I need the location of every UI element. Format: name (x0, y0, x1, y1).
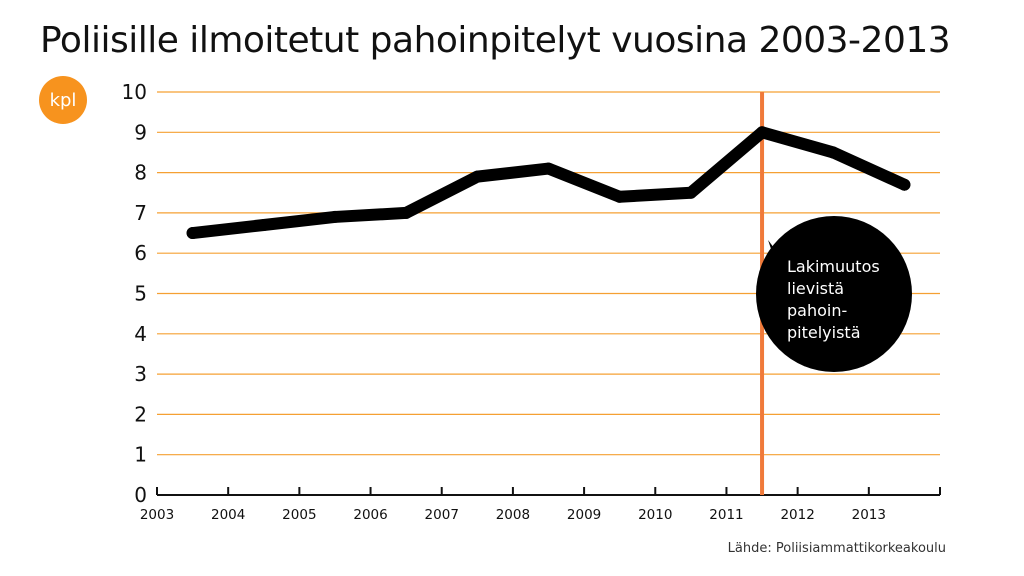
x-axis-tick-labels: 2003 2004 2005 2006 2007 2008 2009 2010 2011 2012… (140, 507, 886, 523)
chart-title: Poliisille ilmoitetut pahoinpitelyt vuos… (40, 20, 951, 61)
y-tick-label: 1 (134, 443, 147, 467)
data-point (542, 162, 555, 175)
data-point (756, 126, 769, 139)
y-tick-label: 6 (134, 241, 147, 265)
x-tick-label: 2005 (282, 507, 316, 523)
data-point (898, 178, 911, 191)
x-tick-label: 2007 (425, 507, 459, 523)
series-line (186, 126, 911, 240)
unit-badge-label: kpl (50, 90, 77, 111)
data-point (186, 227, 199, 240)
y-tick-label: 4 (134, 322, 147, 346)
y-tick-label: 2 (134, 402, 147, 426)
data-point (613, 190, 626, 203)
data-point (684, 186, 697, 199)
unit-badge-circle (39, 76, 87, 124)
y-tick-label: 3 (134, 362, 147, 386)
y-tick-label: 9 (134, 120, 147, 144)
x-tick-label: 2008 (496, 507, 530, 523)
x-tick-label: 2011 (709, 507, 743, 523)
callout-bubble (756, 216, 912, 372)
grid-lines (157, 91, 940, 456)
data-point (827, 146, 840, 159)
x-tick-label: 2003 (140, 507, 174, 523)
y-tick-label: 5 (134, 282, 147, 306)
x-tick-label: 2006 (353, 507, 387, 523)
y-tick-label: 10 (122, 80, 147, 104)
callout-text-line: lievistä (787, 279, 844, 298)
y-tick-label: 7 (134, 201, 147, 225)
x-tick-label: 2013 (852, 507, 886, 523)
data-point (257, 218, 270, 231)
data-point (328, 210, 341, 223)
y-tick-label: 8 (134, 161, 147, 185)
data-point (471, 170, 484, 183)
x-tick-label: 2010 (638, 507, 672, 523)
x-axis (156, 487, 941, 496)
source-note: Lähde: Poliisiammattikorkeakoulu (727, 541, 946, 556)
y-axis-tick-labels: 0 1 2 3 4 5 6 7 8 9 10 (122, 80, 147, 507)
unit-badge: kpl (39, 76, 87, 124)
callout-text-line: pitelyistä (787, 323, 861, 342)
x-tick-label: 2012 (780, 507, 814, 523)
x-tick-label: 2009 (567, 507, 601, 523)
series-layer (186, 126, 911, 240)
data-point (400, 206, 413, 219)
callout-text-line: pahoin- (787, 301, 847, 320)
callout-text-line: Lakimuutos (787, 257, 880, 276)
annotation-callout: Lakimuutos lievistä pahoin-pitelyistä (756, 216, 912, 372)
y-tick-label: 0 (134, 483, 147, 507)
x-tick-label: 2004 (211, 507, 245, 523)
